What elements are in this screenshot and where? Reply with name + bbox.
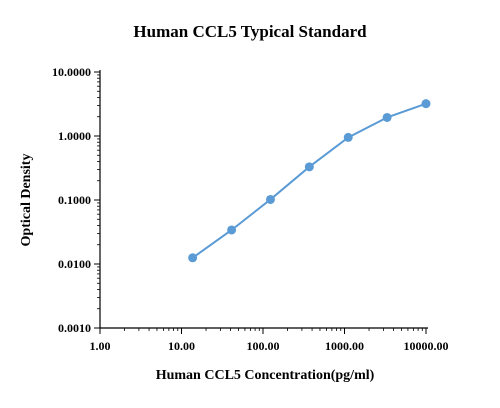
x-tick-label: 10000.00 — [404, 339, 449, 353]
data-point — [227, 225, 237, 235]
y-tick-label: 1.0000 — [58, 129, 91, 143]
data-point — [382, 112, 392, 122]
data-point — [188, 253, 198, 263]
chart-title: Human CCL5 Typical Standard — [133, 22, 367, 41]
y-tick-label: 0.1000 — [58, 193, 91, 207]
data-point — [265, 194, 275, 204]
y-tick-label: 0.0100 — [58, 257, 91, 271]
x-tick-label: 10.00 — [168, 339, 195, 353]
x-tick-label: 100.00 — [247, 339, 280, 353]
x-tick-label: 1.00 — [90, 339, 111, 353]
x-tick-label: 1000.00 — [325, 339, 364, 353]
data-point — [343, 132, 353, 142]
y-axis-label: Optical Density — [19, 153, 34, 247]
data-point — [304, 162, 314, 172]
y-tick-label: 10.0000 — [52, 65, 91, 79]
series-line — [192, 102, 427, 259]
y-tick-label: 0.0010 — [58, 321, 91, 335]
data-point — [421, 99, 431, 109]
x-axis-label: Human CCL5 Concentration(pg/ml) — [155, 368, 375, 383]
